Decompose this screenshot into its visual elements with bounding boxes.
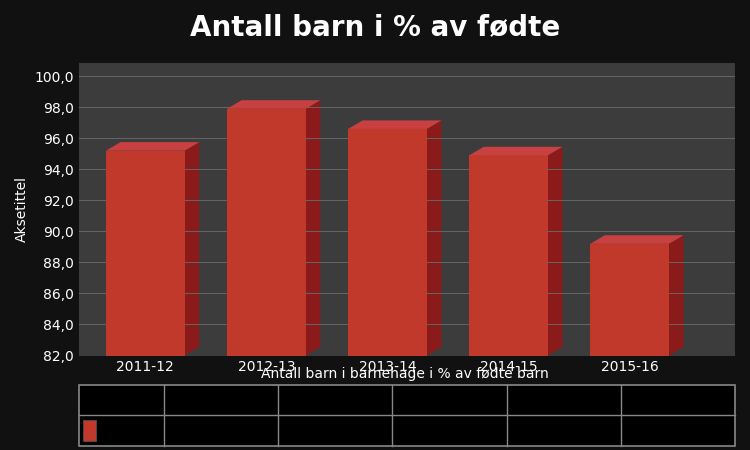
Polygon shape <box>548 147 562 356</box>
Text: 95,2: 95,2 <box>204 423 238 438</box>
Bar <box>590 244 669 356</box>
Y-axis label: Aksetittel: Aksetittel <box>15 176 28 242</box>
Text: 89,2: 89,2 <box>661 423 694 438</box>
Bar <box>227 109 306 356</box>
Polygon shape <box>106 142 200 151</box>
Polygon shape <box>590 235 683 244</box>
Text: 96,6: 96,6 <box>433 423 466 438</box>
Polygon shape <box>227 100 320 109</box>
Text: 97,9: 97,9 <box>318 423 352 438</box>
Polygon shape <box>306 100 320 356</box>
Polygon shape <box>470 147 562 155</box>
Text: Serie1: Serie1 <box>100 423 148 438</box>
Polygon shape <box>427 121 442 356</box>
Polygon shape <box>348 121 442 129</box>
Bar <box>348 129 427 356</box>
Text: 94,9: 94,9 <box>547 423 580 438</box>
Text: Antall barn i barnehage i % av fødte barn: Antall barn i barnehage i % av fødte bar… <box>261 367 549 381</box>
Bar <box>470 155 548 356</box>
Text: Antall barn i % av fødte: Antall barn i % av fødte <box>190 14 560 41</box>
Polygon shape <box>184 142 200 356</box>
Bar <box>106 151 184 356</box>
Polygon shape <box>669 235 683 356</box>
Text: Antall barn i barnehage i % av fødte barn: Antall barn i barnehage i % av fødte bar… <box>320 393 579 406</box>
